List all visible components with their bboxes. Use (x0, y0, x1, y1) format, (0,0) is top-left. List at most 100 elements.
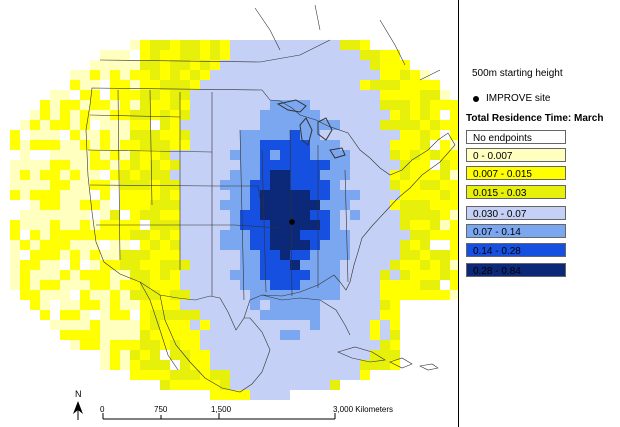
grid-cell (310, 50, 320, 60)
grid-cell (380, 120, 390, 130)
grid-cell (190, 80, 200, 90)
grid-cell (330, 180, 340, 190)
grid-cell (320, 280, 330, 290)
grid-cell (50, 110, 60, 120)
grid-cell (270, 340, 280, 350)
grid-cell (410, 150, 420, 160)
grid-cell (240, 170, 250, 180)
grid-cell (250, 280, 260, 290)
grid-cell (150, 340, 160, 350)
grid-cell (230, 260, 240, 270)
grid-cell (80, 190, 90, 200)
grid-cell (220, 280, 230, 290)
grid-cell (310, 240, 320, 250)
grid-cell (210, 350, 220, 360)
grid-cell (210, 120, 220, 130)
grid-cell (370, 60, 380, 70)
grid-cell (210, 310, 220, 320)
grid-cell (50, 240, 60, 250)
grid-cell (130, 320, 140, 330)
grid-cell (310, 250, 320, 260)
grid-cell (150, 290, 160, 300)
grid-cell (380, 80, 390, 90)
grid-cell (120, 70, 130, 80)
grid-cell (390, 150, 400, 160)
grid-cell (220, 190, 230, 200)
grid-cell (240, 350, 250, 360)
grid-cell (380, 300, 390, 310)
grid-cell (230, 60, 240, 70)
grid-cell (360, 360, 370, 370)
grid-cell (290, 230, 300, 240)
grid-cell (220, 250, 230, 260)
grid-cell (80, 90, 90, 100)
grid-cell (160, 180, 170, 190)
grid-cell (270, 160, 280, 170)
grid-cell (110, 110, 120, 120)
grid-cell (130, 340, 140, 350)
grid-cell (60, 240, 70, 250)
grid-cell (260, 50, 270, 60)
grid-cell (240, 380, 250, 390)
grid-cell (350, 80, 360, 90)
grid-cell (270, 110, 280, 120)
grid-cell (80, 340, 90, 350)
grid-cell (230, 110, 240, 120)
grid-cell (50, 130, 60, 140)
grid-cell (320, 110, 330, 120)
grid-cell (140, 70, 150, 80)
grid-cell (290, 220, 300, 230)
grid-cell (380, 230, 390, 240)
grid-cell (380, 290, 390, 300)
grid-cell (190, 60, 200, 70)
grid-cell (210, 130, 220, 140)
grid-cell (30, 180, 40, 190)
grid-cell (370, 360, 380, 370)
grid-cell (340, 70, 350, 80)
grid-cell (40, 180, 50, 190)
grid-cell (280, 300, 290, 310)
grid-cell (130, 230, 140, 240)
grid-cell (60, 280, 70, 290)
grid-cell (210, 280, 220, 290)
grid-cell (300, 50, 310, 60)
grid-cell (260, 390, 270, 400)
grid-cell (180, 340, 190, 350)
grid-cell (80, 290, 90, 300)
scale-tick-3000: 3,000 Kilometers (333, 405, 393, 414)
grid-cell (310, 360, 320, 370)
grid-cell (250, 170, 260, 180)
grid-cell (260, 220, 270, 230)
grid-cell (410, 70, 420, 80)
grid-cell (280, 190, 290, 200)
grid-cell (250, 80, 260, 90)
grid-cell (340, 190, 350, 200)
grid-cell (320, 370, 330, 380)
grid-cell (140, 310, 150, 320)
legend-swatch: 0.015 - 0.03 (466, 185, 566, 199)
grid-cell (330, 320, 340, 330)
grid-cell (330, 220, 340, 230)
grid-cell (420, 180, 430, 190)
grid-cell (160, 370, 170, 380)
grid-cell (410, 280, 420, 290)
grid-cell (420, 200, 430, 210)
grid-cell (100, 330, 110, 340)
grid-cell (190, 270, 200, 280)
grid-cell (170, 210, 180, 220)
grid-cell (180, 320, 190, 330)
grid-cell (220, 120, 230, 130)
grid-cell (320, 310, 330, 320)
grid-cell (370, 120, 380, 130)
grid-cell (420, 270, 430, 280)
grid-cell (160, 210, 170, 220)
grid-cell (450, 110, 458, 120)
grid-cell (200, 240, 210, 250)
grid-cell (290, 240, 300, 250)
grid-cell (210, 360, 220, 370)
grid-cell (150, 360, 160, 370)
grid-cell (150, 170, 160, 180)
grid-cell (110, 350, 120, 360)
grid-cell (420, 70, 430, 80)
grid-cell (400, 260, 410, 270)
